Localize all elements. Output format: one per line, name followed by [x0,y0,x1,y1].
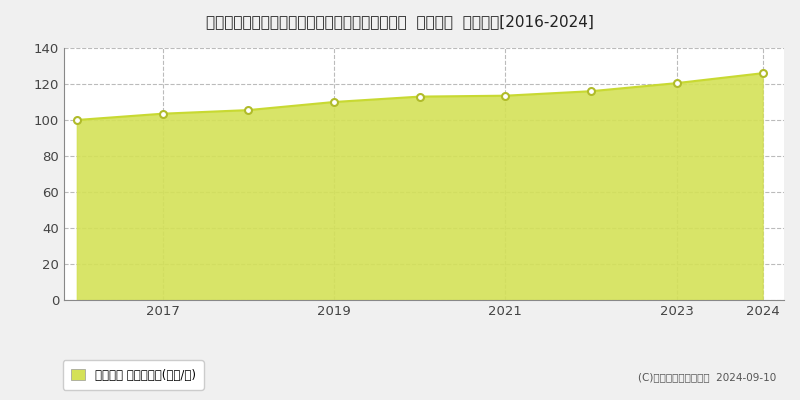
Legend: 地価公示 平均坪単価(万円/坪): 地価公示 平均坪単価(万円/坪) [62,360,204,390]
Text: 神奈川県川崎市高津区久本２丁目２８４番１１外  地価公示  地価推移[2016-2024]: 神奈川県川崎市高津区久本２丁目２８４番１１外 地価公示 地価推移[2016-20… [206,14,594,29]
Text: (C)土地価格ドットコム  2024-09-10: (C)土地価格ドットコム 2024-09-10 [638,372,776,382]
